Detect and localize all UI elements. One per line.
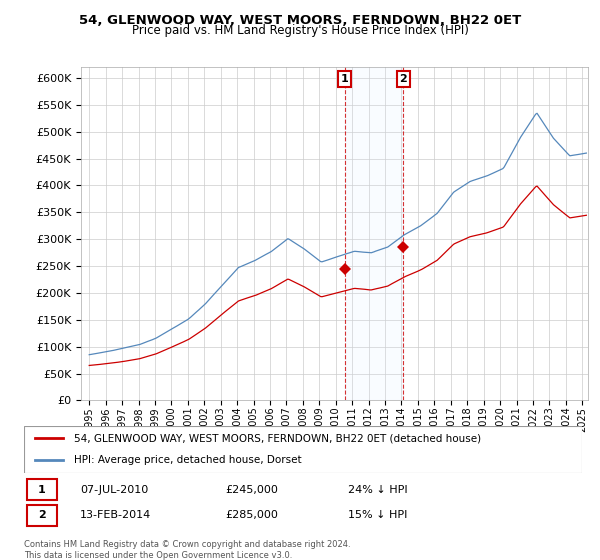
FancyBboxPatch shape [27, 505, 58, 526]
Text: 24% ↓ HPI: 24% ↓ HPI [347, 485, 407, 495]
Text: HPI: Average price, detached house, Dorset: HPI: Average price, detached house, Dors… [74, 455, 302, 465]
Text: 2: 2 [38, 510, 46, 520]
FancyBboxPatch shape [24, 426, 582, 473]
Bar [344, 67, 403, 400]
Text: 1: 1 [341, 74, 349, 84]
Text: £245,000: £245,000 [225, 485, 278, 495]
Text: Contains HM Land Registry data © Crown copyright and database right 2024.
This d: Contains HM Land Registry data © Crown c… [24, 540, 350, 560]
Text: 1: 1 [38, 485, 46, 495]
Text: 54, GLENWOOD WAY, WEST MOORS, FERNDOWN, BH22 0ET: 54, GLENWOOD WAY, WEST MOORS, FERNDOWN, … [79, 14, 521, 27]
Text: Price paid vs. HM Land Registry's House Price Index (HPI): Price paid vs. HM Land Registry's House … [131, 24, 469, 37]
Text: £285,000: £285,000 [225, 510, 278, 520]
Text: 15% ↓ HPI: 15% ↓ HPI [347, 510, 407, 520]
Text: 2: 2 [400, 74, 407, 84]
Text: 13-FEB-2014: 13-FEB-2014 [80, 510, 151, 520]
Text: 07-JUL-2010: 07-JUL-2010 [80, 485, 148, 495]
Text: 54, GLENWOOD WAY, WEST MOORS, FERNDOWN, BH22 0ET (detached house): 54, GLENWOOD WAY, WEST MOORS, FERNDOWN, … [74, 433, 481, 444]
FancyBboxPatch shape [27, 479, 58, 501]
